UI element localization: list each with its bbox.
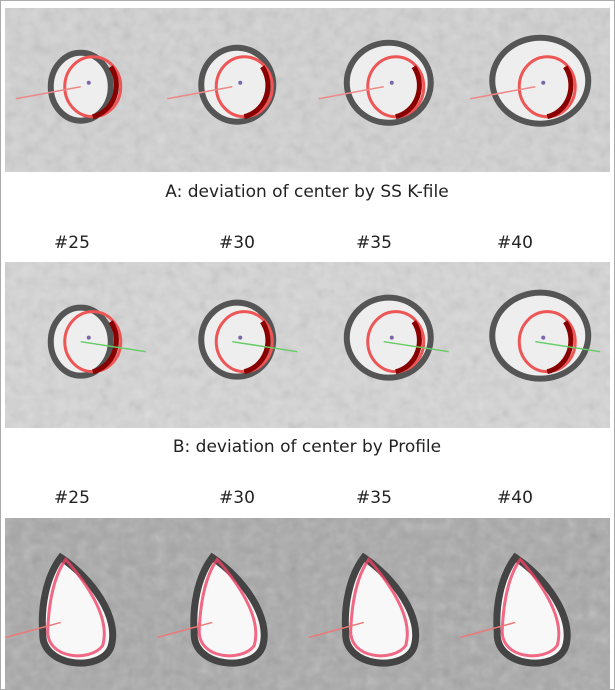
figure: A: deviation of center by SS K-file B: d…: [0, 0, 615, 690]
file-size-label: #30: [219, 233, 255, 253]
center-dot: [238, 336, 242, 340]
figure-canvas: A: deviation of center by SS K-file B: d…: [0, 0, 615, 690]
file-size-label: #25: [54, 233, 90, 253]
center-dot: [87, 81, 91, 85]
file-size-label: #40: [497, 233, 533, 253]
caption: A: deviation of center by SS K-file: [165, 182, 448, 202]
file-size-label: #35: [356, 488, 392, 508]
file-size-label: #30: [219, 488, 255, 508]
caption: B: deviation of center by Profile: [173, 437, 441, 457]
center-dot: [390, 81, 394, 85]
center-dot: [541, 336, 545, 340]
image-rows: [5, 8, 610, 690]
center-dot: [541, 81, 545, 85]
file-size-label: #40: [497, 488, 533, 508]
center-dot: [390, 336, 394, 340]
center-dot: [87, 336, 91, 340]
file-size-label: #35: [356, 233, 392, 253]
file-size-label: #25: [54, 488, 90, 508]
center-dot: [238, 81, 242, 85]
